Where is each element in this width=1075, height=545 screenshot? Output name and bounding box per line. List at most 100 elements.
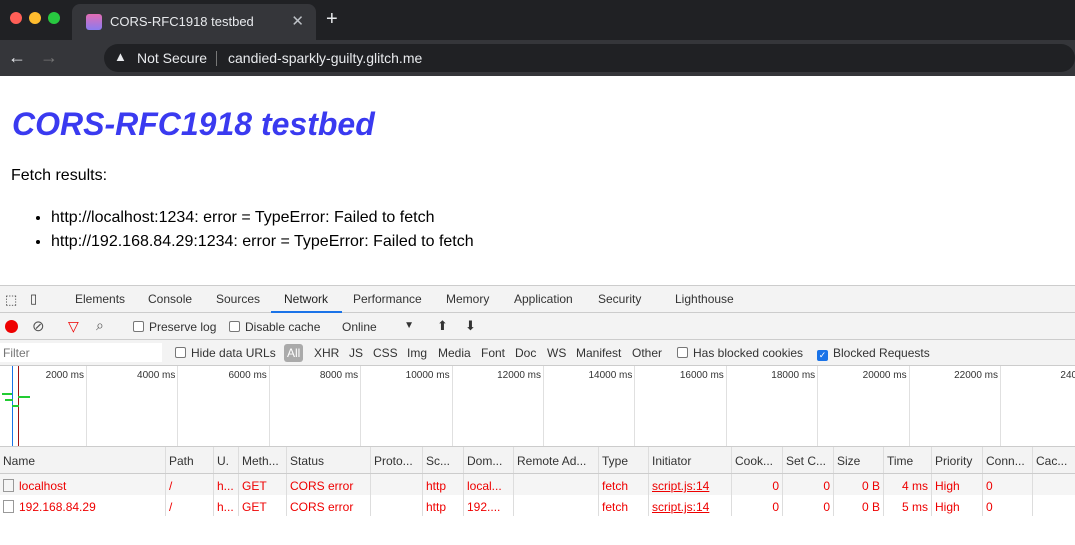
cell-text: http	[426, 500, 447, 514]
column-header[interactable]: Status	[286, 447, 370, 473]
cell-text: 0	[986, 479, 993, 493]
tab-network[interactable]: Network	[284, 292, 329, 306]
url-text[interactable]: candied-sparkly-guilty.glitch.me	[228, 50, 423, 66]
tab-console[interactable]: Console	[148, 292, 193, 306]
maximize-window-button[interactable]	[48, 12, 60, 24]
has-blocked-cookies-label: Has blocked cookies	[693, 346, 804, 360]
filter-input[interactable]	[0, 343, 162, 362]
table-cell	[1032, 474, 1075, 495]
filter-type-font[interactable]: Font	[481, 346, 506, 360]
tab-sources[interactable]: Sources	[216, 292, 261, 306]
close-tab-icon[interactable]: ✕	[291, 13, 304, 30]
browser-tab[interactable]: CORS-RFC1918 testbed ✕	[72, 4, 316, 40]
table-cell: 0 B	[833, 474, 883, 495]
column-header[interactable]: Time	[883, 447, 931, 473]
timeline-overview[interactable]: 2000 ms 4000 ms 6000 ms 8000 ms 10000 ms 1200…	[0, 366, 1075, 447]
table-row[interactable]: 192.168.84.29 / h... GET CORS error http 192..…	[0, 495, 1075, 516]
table-cell: 0	[731, 474, 782, 495]
filter-type-xhr[interactable]: XHR	[314, 346, 340, 360]
filter-type-js[interactable]: JS	[349, 346, 364, 360]
throttling-select[interactable]: Online ▼	[342, 320, 414, 334]
column-header[interactable]: Remote Ad...	[513, 447, 598, 473]
table-cell: 4 ms	[883, 474, 931, 495]
filter-type-ws[interactable]: WS	[547, 346, 567, 360]
search-icon[interactable]: ⌕	[96, 317, 104, 333]
import-har-icon[interactable]: ⬆	[437, 318, 448, 333]
table-cell: GET	[238, 495, 286, 516]
timeline-tick-label: 12000 ms	[497, 370, 541, 381]
column-header[interactable]: U.	[213, 447, 238, 473]
device-toolbar-icon[interactable]: ▯	[30, 291, 38, 306]
tab-lighthouse[interactable]: Lighthouse	[675, 292, 734, 306]
address-bar[interactable]: ▲ Not Secure candied-sparkly-guilty.glit…	[104, 44, 1075, 72]
table-cell: fetch	[598, 474, 648, 495]
results-list: http://localhost:1234: error = TypeError…	[51, 206, 474, 254]
timeline-tick-label: 22000 ms	[954, 370, 998, 381]
column-header[interactable]: Conn...	[982, 447, 1032, 473]
cell-text: High	[935, 500, 960, 514]
column-header[interactable]: Cac...	[1032, 447, 1075, 473]
column-header[interactable]: Name	[3, 454, 36, 468]
column-header[interactable]: Meth...	[238, 447, 286, 473]
cell-text: 192.168.84.29	[19, 500, 96, 514]
column-header[interactable]: Initiator	[648, 447, 731, 473]
close-window-button[interactable]	[10, 12, 22, 24]
table-cell: CORS error	[286, 474, 370, 495]
filter-icon[interactable]: ▽	[68, 318, 79, 334]
column-header[interactable]: Dom...	[463, 447, 513, 473]
filter-type-all[interactable]: All	[284, 344, 304, 362]
column-header[interactable]: Set C...	[782, 447, 833, 473]
filter-type-css[interactable]: CSS	[373, 346, 398, 360]
filter-type-other[interactable]: Other	[632, 346, 663, 360]
table-row[interactable]: localhost / h... GET CORS error http local... f…	[0, 474, 1075, 495]
filter-type-manifest[interactable]: Manifest	[576, 346, 622, 360]
disable-cache-checkbox[interactable]: Disable cache	[229, 320, 320, 334]
column-header[interactable]: Priority	[931, 447, 982, 473]
cell-text: 0 B	[861, 500, 880, 514]
cell-text: fetch	[602, 479, 629, 493]
column-header[interactable]: Size	[833, 447, 883, 473]
cell-text: 0	[823, 500, 830, 514]
export-har-icon[interactable]: ⬇	[465, 318, 476, 333]
table-cell: http	[422, 474, 463, 495]
inspect-element-icon[interactable]: ⬚	[5, 292, 18, 307]
filter-type-img[interactable]: Img	[407, 346, 428, 360]
network-table-header: Name Path U. Meth... Status Proto... Sc... Dom.…	[0, 447, 1075, 474]
new-tab-button[interactable]: +	[326, 8, 338, 30]
tab-application[interactable]: Application	[514, 292, 573, 306]
cell-text: 0	[772, 500, 779, 514]
back-icon[interactable]: ←	[8, 47, 26, 67]
devtools-panel: ⬚ ▯ Elements Console Sources Network Per…	[0, 285, 1075, 545]
tab-security[interactable]: Security	[598, 292, 642, 306]
record-icon[interactable]	[5, 320, 18, 333]
table-cell: 0	[782, 474, 833, 495]
column-header[interactable]: Path	[165, 447, 213, 473]
hide-data-urls-checkbox[interactable]: Hide data URLs	[175, 346, 276, 360]
table-cell[interactable]: script.js:14	[648, 474, 731, 495]
table-cell: 0	[782, 495, 833, 516]
warning-icon[interactable]: ▲	[114, 49, 127, 64]
blocked-requests-checkbox[interactable]: ✓ Blocked Requests	[817, 346, 930, 361]
preserve-log-checkbox[interactable]: Preserve log	[133, 320, 216, 334]
timeline-tick-label: 6000 ms	[228, 370, 267, 381]
minimize-window-button[interactable]	[29, 12, 41, 24]
filter-type-doc[interactable]: Doc	[515, 346, 537, 360]
tab-elements[interactable]: Elements	[75, 292, 126, 306]
security-label[interactable]: Not Secure	[137, 50, 208, 66]
forward-icon[interactable]: →	[40, 47, 58, 67]
has-blocked-cookies-checkbox[interactable]: Has blocked cookies	[677, 346, 803, 360]
filter-type-media[interactable]: Media	[438, 346, 471, 360]
column-header[interactable]: Sc...	[422, 447, 463, 473]
timeline-tick-label: 20000 ms	[862, 370, 907, 381]
tab-performance[interactable]: Performance	[353, 292, 422, 306]
column-header[interactable]: Cook...	[731, 447, 782, 473]
clear-icon[interactable]: ⊘	[32, 318, 45, 335]
tab-memory[interactable]: Memory	[446, 292, 490, 306]
table-cell[interactable]: script.js:14	[648, 495, 731, 516]
timeline-tick: 14000 ms	[588, 366, 636, 446]
cell-text: CORS error	[290, 479, 354, 493]
table-cell: /	[165, 495, 213, 516]
column-header[interactable]: Proto...	[370, 447, 422, 473]
timeline-tick-label: 8000 ms	[319, 370, 359, 381]
column-header[interactable]: Type	[598, 447, 648, 473]
